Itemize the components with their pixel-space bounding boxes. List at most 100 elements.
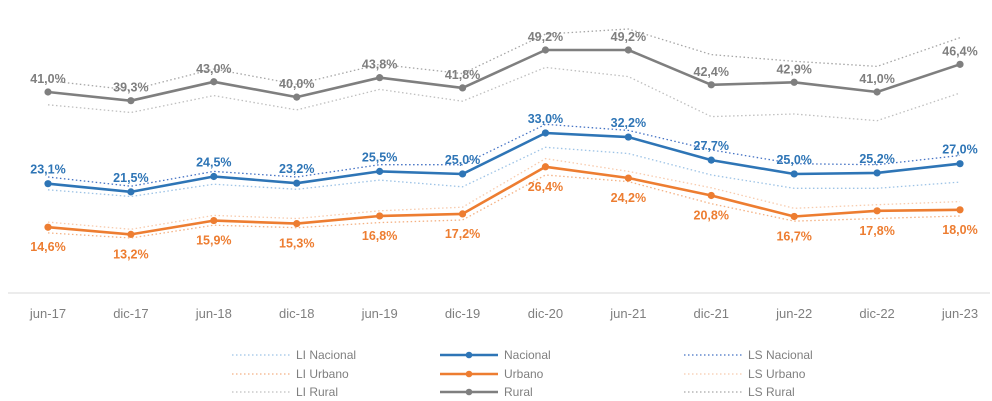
legend-marker-rural: [465, 388, 473, 396]
urbano-data-label: 26,4%: [528, 180, 563, 194]
nacional-point: [376, 167, 384, 175]
urbano-data-label: 16,7%: [776, 229, 811, 243]
rural-data-label: 46,4%: [942, 44, 977, 58]
nacional-data-label: 24,5%: [196, 156, 231, 170]
legend-marker-nacional: [465, 351, 473, 359]
rural-data-label: 43,8%: [362, 58, 397, 72]
rural-data-label: 49,2%: [611, 30, 646, 44]
legend-label-li-urbano: LI Urbano: [296, 367, 349, 381]
nacional-data-label: 25,0%: [445, 153, 480, 167]
rural-point: [127, 97, 135, 105]
urbano-data-label: 17,8%: [859, 224, 894, 238]
urbano-point: [707, 191, 715, 200]
x-tick-label: jun-19: [361, 306, 398, 321]
nacional-data-label: 25,5%: [362, 150, 397, 164]
x-tick-label: dic-18: [279, 306, 314, 321]
rural-data-label: 41,8%: [445, 68, 480, 82]
ls-nacional-line: [47, 123, 961, 187]
legend-label-li-rural: LI Rural: [296, 385, 338, 399]
urbano-data-label: 15,3%: [279, 237, 314, 251]
ls-urbano-line: [47, 157, 961, 230]
legend-label-li-nacional: LI Nacional: [296, 348, 356, 362]
urbano-point: [44, 223, 52, 231]
nacional-data-label: 33,0%: [528, 112, 563, 126]
urbano-data-label: 15,9%: [196, 234, 231, 248]
urbano-point: [376, 212, 384, 220]
nacional-point: [541, 129, 550, 137]
legend-label-nacional: Nacional: [504, 348, 551, 362]
x-tick-label: dic-20: [528, 306, 563, 321]
x-tick-label: jun-21: [609, 306, 646, 321]
rural-point: [873, 88, 881, 96]
rural-data-label: 39,3%: [113, 81, 148, 95]
urbano-data-label: 14,6%: [30, 240, 65, 254]
urbano-point: [624, 174, 632, 182]
x-tick-label: dic-21: [694, 306, 729, 321]
rural-point: [458, 84, 467, 92]
x-tick-label: jun-23: [941, 306, 978, 321]
nacional-data-label: 27,7%: [694, 139, 729, 153]
x-tick-label: dic-22: [859, 306, 894, 321]
rural-point: [541, 46, 550, 54]
legend-label-urbano: Urbano: [504, 367, 544, 381]
rural-point: [707, 81, 715, 89]
nacional-data-label: 23,1%: [30, 163, 65, 177]
nacional-data-label: 32,2%: [611, 116, 646, 130]
nacional-point: [790, 170, 798, 178]
urbano-point: [956, 206, 964, 214]
x-tick-label: jun-17: [29, 306, 66, 321]
legend-label-ls-nacional: LS Nacional: [748, 348, 813, 362]
rural-data-label: 41,0%: [859, 72, 894, 86]
nacional-data-label: 27,0%: [942, 143, 977, 157]
urbano-data-label: 17,2%: [445, 227, 480, 241]
nacional-point: [127, 188, 135, 196]
urbano-data-label: 20,8%: [694, 208, 729, 222]
urbano-point: [790, 212, 798, 221]
rural-data-label: 42,4%: [694, 65, 729, 79]
nacional-data-label: 23,2%: [279, 162, 314, 176]
legend-marker-urbano: [465, 370, 473, 378]
rural-point: [624, 46, 632, 54]
nacional-line: [47, 131, 961, 194]
legend: LI Nacional Nacional LS Nacional LI Urbano U…: [232, 348, 813, 399]
nacional-point: [293, 179, 301, 187]
urbano-data-label: 18,0%: [942, 223, 977, 237]
urbano-point: [541, 163, 550, 171]
x-axis-ticks: jun-17 dic-17 jun-18 dic-18 jun-19 dic-19 dic-…: [29, 306, 978, 321]
rural-point: [293, 93, 301, 101]
legend-label-rural: Rural: [504, 385, 533, 399]
x-tick-label: dic-17: [113, 306, 148, 321]
rural-data-label: 49,2%: [528, 30, 563, 44]
rural-point: [956, 60, 964, 68]
rural-point: [210, 78, 218, 86]
nacional-data-label: 25,0%: [776, 153, 811, 167]
nacional-point: [458, 170, 467, 178]
urbano-data-label: 16,8%: [362, 229, 397, 243]
nacional-point: [707, 156, 715, 164]
nacional-point: [624, 133, 632, 141]
li-nacional-line: [47, 146, 961, 198]
rural-data-label: 41,0%: [30, 72, 65, 86]
nacional-data-label: 25,2%: [859, 152, 894, 166]
li-rural-line: [47, 66, 961, 122]
ls-rural-line: [47, 28, 961, 91]
urbano-point: [210, 216, 218, 225]
rural-point: [376, 74, 384, 82]
rural-data-label: 42,9%: [776, 62, 811, 76]
rural-line: [47, 48, 961, 102]
urbano-point: [127, 230, 135, 238]
li-urbano-line: [47, 174, 961, 239]
data-labels: 23,1% 21,5% 24,5% 23,2% 25,5% 25,0% 33,0% 32,2%…: [30, 30, 977, 261]
rural-point: [44, 88, 52, 96]
nacional-data-label: 21,5%: [113, 171, 148, 185]
urbano-line: [47, 165, 961, 236]
urbano-point: [873, 207, 881, 215]
nacional-point: [44, 180, 52, 188]
series-lines: [44, 28, 964, 239]
nacional-point: [873, 169, 881, 177]
x-tick-label: jun-22: [775, 306, 812, 321]
urbano-point: [458, 210, 467, 218]
urbano-data-label: 24,2%: [611, 191, 646, 205]
rural-point: [790, 78, 798, 86]
